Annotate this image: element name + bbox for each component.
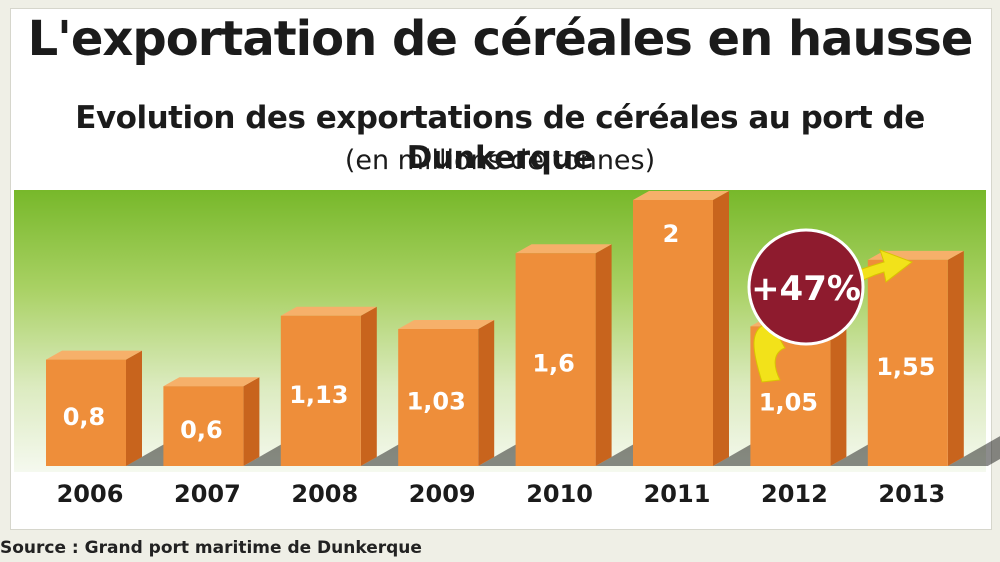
x-tick-label: 2008 — [291, 480, 358, 508]
bar-2013: 1,55 — [867, 250, 964, 466]
bar-front — [46, 359, 126, 466]
bar-side — [713, 191, 729, 466]
percent-badge — [747, 228, 865, 346]
bar-2009: 1,03 — [398, 320, 495, 466]
x-tick-label: 2010 — [526, 480, 593, 508]
bar-2007: 0,6 — [163, 377, 260, 466]
bar-side — [595, 244, 612, 466]
bar-front — [398, 329, 479, 466]
bar-value-label: 0,8 — [63, 403, 106, 431]
bar-2006: 0,8 — [46, 350, 142, 466]
x-tick-label: 2012 — [761, 480, 828, 508]
bar-value-label: 1,03 — [407, 388, 466, 416]
bar-front — [515, 253, 596, 466]
bar-side — [360, 306, 377, 466]
x-tick-label: 2013 — [878, 480, 945, 508]
bar-top — [398, 320, 495, 330]
bar-value-label: 1,05 — [759, 388, 818, 416]
bar-side — [830, 317, 847, 466]
bar-value-label: 1,6 — [532, 350, 575, 378]
bar-side — [478, 320, 495, 466]
chart-title: L'exportation de céréales en hausse — [27, 11, 974, 67]
chart-unit-label: (en millions de tonnes) — [344, 145, 656, 176]
bar-value-label: 1,55 — [876, 353, 935, 381]
source-note: Source : Grand port maritime de Dunkerqu… — [0, 538, 422, 558]
bar-value-label: 2 — [663, 220, 680, 248]
x-tick-label: 2011 — [644, 480, 711, 508]
bar-front — [867, 259, 948, 466]
x-tick-label: 2007 — [174, 480, 241, 508]
bar-value-label: 0,6 — [180, 416, 223, 444]
bar-side — [243, 377, 260, 466]
chart-subtitle: Evolution des exportations de céréales a… — [75, 100, 925, 176]
bar-2011: 2 — [633, 191, 729, 466]
bar-shadow — [947, 436, 1000, 466]
bar-front — [633, 200, 713, 466]
x-tick-label: 2009 — [409, 480, 476, 508]
bar-top — [515, 244, 612, 254]
bar-top — [633, 191, 729, 200]
bar-value-label: 1,13 — [289, 381, 348, 409]
bar-front — [280, 315, 361, 466]
x-tick-label: 2006 — [57, 480, 124, 508]
bar-2010: 1,6 — [515, 244, 612, 466]
percent-badge-label: +47% — [751, 269, 861, 309]
x-axis-band — [14, 472, 986, 526]
bar-side — [126, 350, 142, 466]
bar-top — [46, 350, 142, 360]
bar-top — [163, 377, 260, 387]
bar-2008: 1,13 — [280, 306, 377, 466]
bar-front — [163, 386, 244, 466]
bar-top — [280, 306, 377, 316]
bar-side — [947, 250, 964, 466]
